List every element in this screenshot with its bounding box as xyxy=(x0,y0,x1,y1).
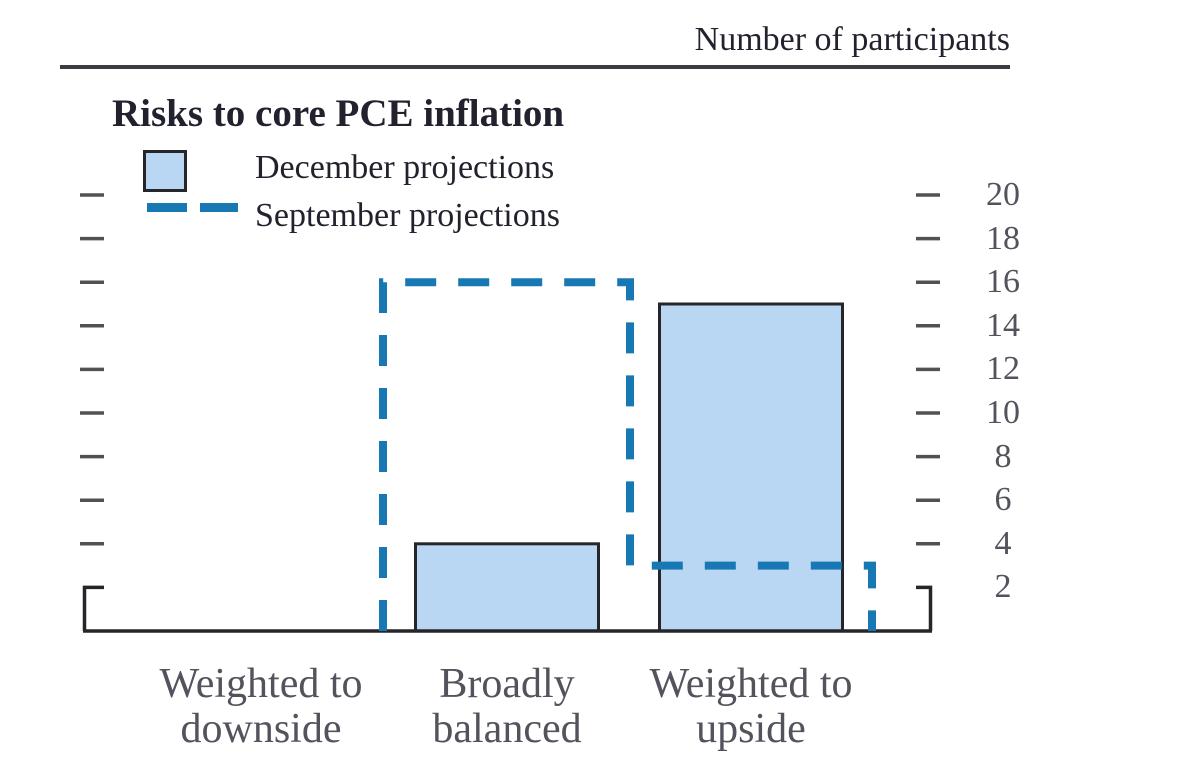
x-axis-category-label-weighted-to-downside: Weighted to downside xyxy=(159,662,362,752)
legend-september-label: September projections xyxy=(255,197,560,234)
x-axis-category-label-broadly-balanced: Broadly balanced xyxy=(432,662,581,752)
y-axis-title: Number of participants xyxy=(694,21,1010,58)
y-axis-tick-label: 2 xyxy=(994,568,1012,606)
y-axis-tick-label: 6 xyxy=(994,481,1012,519)
september-projections-outline xyxy=(379,278,876,631)
x-axis-label-line: Broadly xyxy=(439,661,575,707)
right-axis-corner-tick xyxy=(916,585,933,631)
x-axis-category-label-weighted-to-upside: Weighted to upside xyxy=(649,662,852,752)
x-axis-label-line: balanced xyxy=(432,706,582,752)
bar-december-weighted-to-upside xyxy=(658,302,844,633)
y-axis-tick-label: 20 xyxy=(986,176,1020,213)
y-axis-tick-label: 8 xyxy=(994,437,1012,475)
legend-september-dash-icon xyxy=(200,203,238,212)
y-axis-tick-label: 18 xyxy=(986,219,1020,257)
y-axis-tick-label: 12 xyxy=(986,350,1020,388)
x-axis-label-line: Weighted to xyxy=(649,661,853,707)
x-axis-label-line: Weighted to xyxy=(159,661,363,707)
left-axis-corner-tick xyxy=(82,585,104,631)
legend-september-dash-icon xyxy=(147,203,187,212)
chart-title: Risks to core PCE inflation xyxy=(112,92,565,135)
legend-december-swatch-icon xyxy=(143,150,187,192)
legend-december-label: December projections xyxy=(255,149,555,186)
y-axis-tick-label: 10 xyxy=(986,394,1020,431)
x-axis-label-line: upside xyxy=(696,706,806,752)
y-axis-tick-label: 4 xyxy=(994,524,1012,562)
header-rule xyxy=(60,65,1010,69)
y-axis-tick-label: 14 xyxy=(986,306,1020,344)
bar-december-broadly-balanced xyxy=(414,542,600,633)
y-axis-tick-label: 16 xyxy=(986,263,1020,301)
x-axis-label-line: downside xyxy=(180,706,342,752)
